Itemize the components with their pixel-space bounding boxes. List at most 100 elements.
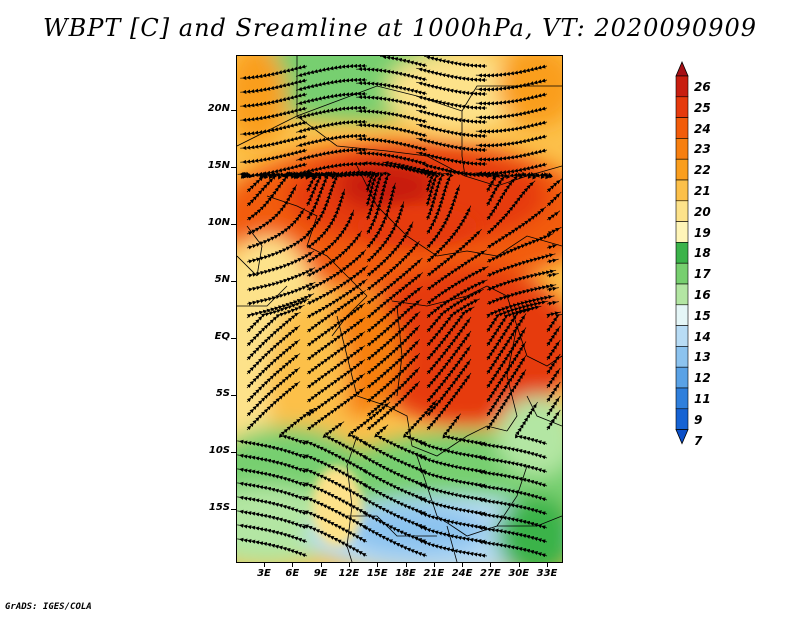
colorbar-swatch xyxy=(675,366,689,389)
lat-label-10s: 10S xyxy=(208,445,230,456)
colorbar-swatch xyxy=(675,325,689,347)
colorbar-swatch xyxy=(675,262,689,285)
colorbar-label: 23 xyxy=(694,142,711,157)
streamline xyxy=(295,91,368,105)
streamline xyxy=(416,539,488,558)
streamline xyxy=(475,148,548,162)
colorbar-swatch xyxy=(675,408,689,430)
streamline xyxy=(475,64,548,78)
colorbar-label: 9 xyxy=(694,412,703,427)
lon-label-6e: 6E xyxy=(285,568,300,579)
streamline xyxy=(237,537,308,558)
streamline xyxy=(546,226,562,236)
streamline xyxy=(356,94,428,110)
streamline xyxy=(295,147,368,161)
streamline xyxy=(476,470,548,488)
colorbar-swatch xyxy=(675,158,689,181)
colorbar-swatch xyxy=(675,221,689,243)
streamline xyxy=(295,63,368,77)
lat-tick xyxy=(231,224,236,225)
streamline xyxy=(302,523,368,557)
streamline xyxy=(306,387,366,431)
streamline xyxy=(416,151,487,167)
streamline xyxy=(476,442,548,460)
lat-label-20n: 20N xyxy=(207,103,230,114)
lon-label-9e: 9E xyxy=(313,568,328,579)
colorbar-swatch xyxy=(675,75,689,98)
lon-label-21e: 21E xyxy=(423,568,445,579)
streamline xyxy=(475,92,548,106)
streamline xyxy=(476,498,548,516)
streamline xyxy=(356,80,428,96)
lon-label-3e: 3E xyxy=(257,568,271,579)
streamline xyxy=(475,120,548,134)
colorbar-swatch xyxy=(675,242,689,264)
streamline xyxy=(476,512,548,530)
lat-tick xyxy=(231,110,236,111)
colorbar-swatch xyxy=(675,387,689,410)
colorbar-swatch xyxy=(675,346,689,368)
lat-tick xyxy=(231,338,236,339)
streamline xyxy=(240,78,308,94)
streamline xyxy=(240,120,308,136)
streamline xyxy=(519,171,554,180)
lon-label-33e: 33E xyxy=(536,568,558,579)
colorbar-label: 20 xyxy=(694,204,711,219)
wbpt-streamline-map xyxy=(237,56,562,562)
colorbar-label: 18 xyxy=(694,246,711,261)
lat-label-5n: 5N xyxy=(214,274,230,285)
colorbar-label: 24 xyxy=(694,121,711,136)
streamline xyxy=(416,109,487,125)
lon-tick xyxy=(348,563,350,567)
lon-label-24e: 24E xyxy=(451,568,473,579)
streamline xyxy=(356,137,428,152)
lon-label-12e: 12E xyxy=(338,568,360,579)
streamline xyxy=(240,134,308,150)
streamline xyxy=(240,92,308,108)
colorbar-label: 11 xyxy=(694,392,711,406)
colorbar-graphic xyxy=(675,60,689,445)
streamline xyxy=(475,134,548,148)
lon-tick xyxy=(377,563,379,567)
streamline xyxy=(546,409,561,431)
streamline xyxy=(240,64,308,80)
colorbar-swatch xyxy=(675,138,689,160)
colorbar-swatch xyxy=(675,304,689,326)
colorbar-label: 26 xyxy=(694,80,711,94)
lon-tick xyxy=(320,563,322,567)
colorbar-label: 14 xyxy=(694,329,711,344)
lon-label-30e: 30E xyxy=(508,568,530,579)
grads-credit: GrADS: IGES/COLA xyxy=(5,602,92,612)
streamline xyxy=(476,484,548,502)
lon-tick xyxy=(490,563,492,567)
lon-tick xyxy=(292,563,294,567)
streamline xyxy=(295,133,368,147)
colorbar-swatch xyxy=(675,96,689,118)
colorbar-label: 7 xyxy=(694,433,703,448)
colorbar-bottom-arrow xyxy=(675,429,689,445)
lon-label-18e: 18E xyxy=(395,568,416,579)
lon-tick xyxy=(405,563,407,567)
streamline xyxy=(416,95,487,111)
streamline xyxy=(295,105,368,119)
colorbar-swatch xyxy=(675,117,689,139)
colorbar-label: 13 xyxy=(694,350,711,365)
lat-label-15n: 15N xyxy=(207,160,230,171)
streamline xyxy=(475,78,548,92)
lon-tick xyxy=(433,563,435,567)
colorbar-label: 25 xyxy=(694,100,711,115)
streamline xyxy=(476,456,548,474)
lat-tick xyxy=(231,281,236,282)
lat-tick xyxy=(231,452,236,453)
colorbar-label: 15 xyxy=(694,308,711,323)
lat-label-10n: 10N xyxy=(207,217,230,228)
streamline xyxy=(356,122,428,138)
lon-tick xyxy=(462,563,464,567)
streamline xyxy=(356,108,428,124)
lat-tick xyxy=(231,509,236,510)
colorbar-label: 12 xyxy=(694,371,711,386)
streamline xyxy=(423,56,487,69)
colorbar-label: 22 xyxy=(694,163,711,178)
streamline xyxy=(416,67,487,83)
streamline xyxy=(379,56,428,68)
